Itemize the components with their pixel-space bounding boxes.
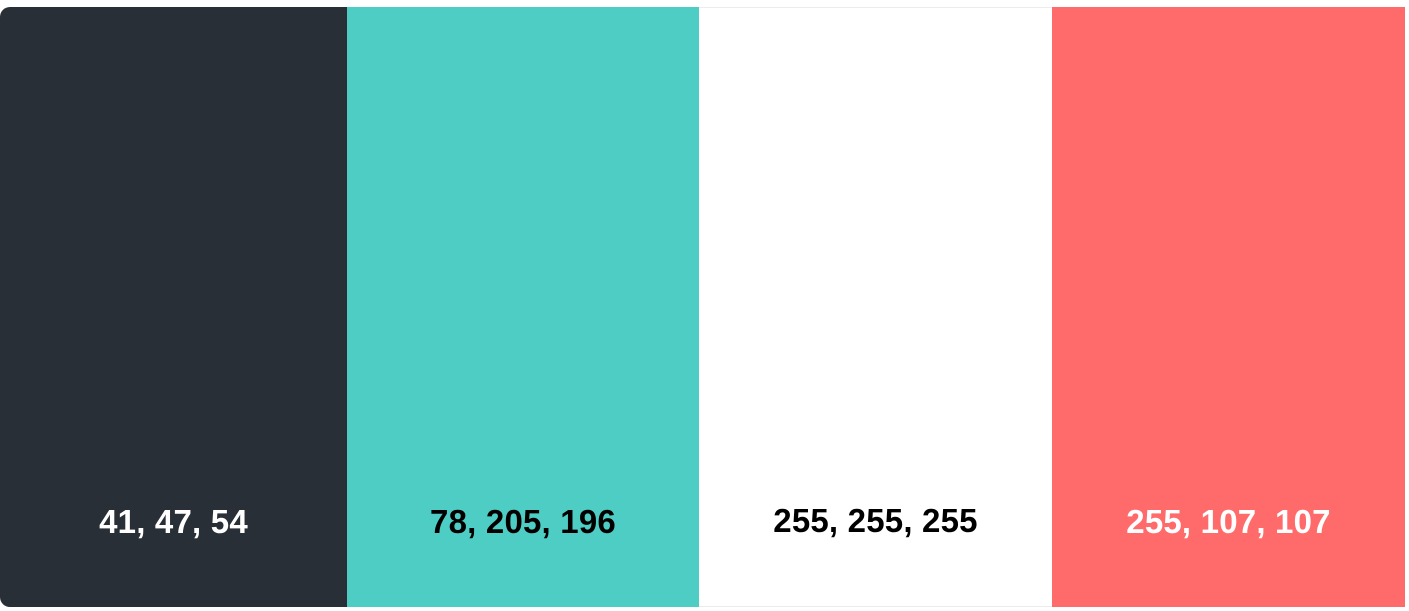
color-swatch-teal[interactable]: 78, 205, 196 [347, 7, 699, 607]
swatch-rgb-label: 255, 255, 255 [773, 502, 978, 539]
color-palette: 41, 47, 54 78, 205, 196 255, 255, 255 25… [0, 7, 1405, 607]
color-swatch-white[interactable]: 255, 255, 255 [699, 7, 1052, 607]
swatch-rgb-label: 78, 205, 196 [430, 503, 616, 540]
color-swatch-dark[interactable]: 41, 47, 54 [0, 7, 347, 607]
color-swatch-coral[interactable]: 255, 107, 107 [1052, 7, 1405, 607]
swatch-rgb-label: 255, 107, 107 [1126, 503, 1331, 540]
swatch-rgb-label: 41, 47, 54 [99, 503, 248, 540]
